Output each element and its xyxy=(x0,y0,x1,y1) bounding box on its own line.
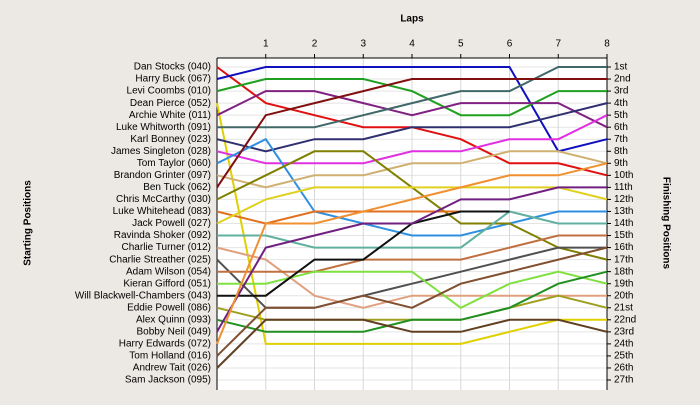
series-line xyxy=(216,137,607,237)
legend-label: Will Blackwell-Chambers (043) xyxy=(75,290,211,301)
y2-tick-label: 16th xyxy=(614,242,633,253)
series-line xyxy=(216,210,461,225)
series-line xyxy=(216,246,608,357)
series-line xyxy=(216,66,608,153)
legend-label: Dean Pierce (052) xyxy=(130,98,211,109)
y2-tick-label: 27th xyxy=(614,375,633,386)
y2-tick-label: 14th xyxy=(614,218,633,229)
legend-label: Luke Whitehead (083) xyxy=(113,206,211,217)
x-tick-label: 3 xyxy=(360,39,366,50)
legend-label: Kieran Gifford (051) xyxy=(123,278,211,289)
legend-label: Ravinda Shoker (092) xyxy=(114,230,211,241)
y2-tick-label: 24th xyxy=(614,339,633,350)
series-line xyxy=(217,210,510,297)
legend-label: Charlie Turner (012) xyxy=(122,242,211,253)
y2-tick-label: 20th xyxy=(614,290,633,301)
y2-tick-label: 5th xyxy=(614,110,628,121)
legend-label: Ben Tuck (062) xyxy=(143,182,211,193)
y2-tick-label: 25th xyxy=(614,351,633,362)
y2-tick-label: 3rd xyxy=(614,86,628,97)
series-line xyxy=(216,318,608,369)
legend-label: Jack Powell (027) xyxy=(132,218,211,229)
x-tick-label: 6 xyxy=(507,39,513,50)
y2-tick-label: 17th xyxy=(614,254,633,265)
series-line xyxy=(216,162,608,345)
x-tick-label: 4 xyxy=(409,39,415,50)
y2-tick-label: 6th xyxy=(614,122,628,133)
series-line xyxy=(217,234,607,273)
y2-tick-label: 18th xyxy=(614,266,633,277)
x-tick-label: 1 xyxy=(263,39,269,50)
legend-label: Harry Buck (067) xyxy=(135,74,211,85)
series-line xyxy=(216,150,608,189)
legend-label: Tom Holland (016) xyxy=(129,351,211,362)
x-axis-title: Laps xyxy=(400,14,424,25)
y2-tick-label: 1st xyxy=(614,62,628,73)
legend-label: Adam Wilson (054) xyxy=(126,266,211,277)
series-line xyxy=(216,186,608,225)
series-line xyxy=(216,90,608,129)
legend-label: Archie White (011) xyxy=(129,110,211,121)
legend-label: Brandon Grinter (097) xyxy=(114,170,211,181)
series-line xyxy=(217,66,607,129)
y2-tick-label: 11th xyxy=(614,182,633,193)
legend-label: Bobby Neil (049) xyxy=(137,326,211,337)
y2-tick-label: 9th xyxy=(614,158,628,169)
legend-label: Harry Edwards (072) xyxy=(119,339,211,350)
legend-label: Alex Quinn (093) xyxy=(136,314,211,325)
legend-label: Dan Stocks (040) xyxy=(134,62,211,73)
y2-tick-label: 23rd xyxy=(614,326,634,337)
legend-label: James Singleton (028) xyxy=(111,146,211,157)
series-line xyxy=(216,102,607,345)
legend-label: Andrew Tait (026) xyxy=(133,363,211,374)
y2-tick-label: 15th xyxy=(614,230,633,241)
legend-label: Eddie Powell (086) xyxy=(127,302,211,313)
y2-tick-label: 8th xyxy=(614,146,628,157)
y2-tick-label: 7th xyxy=(614,134,628,145)
series-line xyxy=(217,270,608,309)
series-line xyxy=(216,78,607,188)
legend-label: Chris McCarthy (030) xyxy=(116,194,211,205)
series-line xyxy=(216,270,608,333)
series-line xyxy=(216,102,608,153)
y2-tick-label: 4th xyxy=(614,98,628,109)
legend-label: Tom Taylor (060) xyxy=(137,158,211,169)
x-tick-label: 8 xyxy=(604,39,610,50)
y2-tick-label: 22nd xyxy=(614,314,636,325)
series-line xyxy=(216,186,607,333)
y-axis-title: Starting Positions xyxy=(23,180,34,266)
x-tick-label: 2 xyxy=(312,39,318,50)
x-tick-label: 7 xyxy=(555,39,561,50)
y2-tick-label: 26th xyxy=(614,363,633,374)
y2-tick-label: 13th xyxy=(614,206,633,217)
legend-label: Karl Bonney (023) xyxy=(130,134,211,145)
y2-tick-label: 19th xyxy=(614,278,633,289)
y2-tick-label: 21st xyxy=(614,302,633,313)
series-line xyxy=(217,210,607,249)
legend-label: Charlie Streather (025) xyxy=(109,254,211,265)
y2-axis-title: Finishing Positions xyxy=(660,177,671,270)
legend-label: Sam Jackson (095) xyxy=(125,375,211,386)
y2-tick-label: 10th xyxy=(614,170,633,181)
y2-tick-label: 12th xyxy=(614,194,633,205)
y2-tick-label: 2nd xyxy=(614,74,631,85)
x-tick-label: 5 xyxy=(458,39,464,50)
legend-label: Luke Whitworth (091) xyxy=(116,122,211,133)
legend-label: Levi Coombs (010) xyxy=(127,86,211,97)
series-line xyxy=(216,78,607,117)
